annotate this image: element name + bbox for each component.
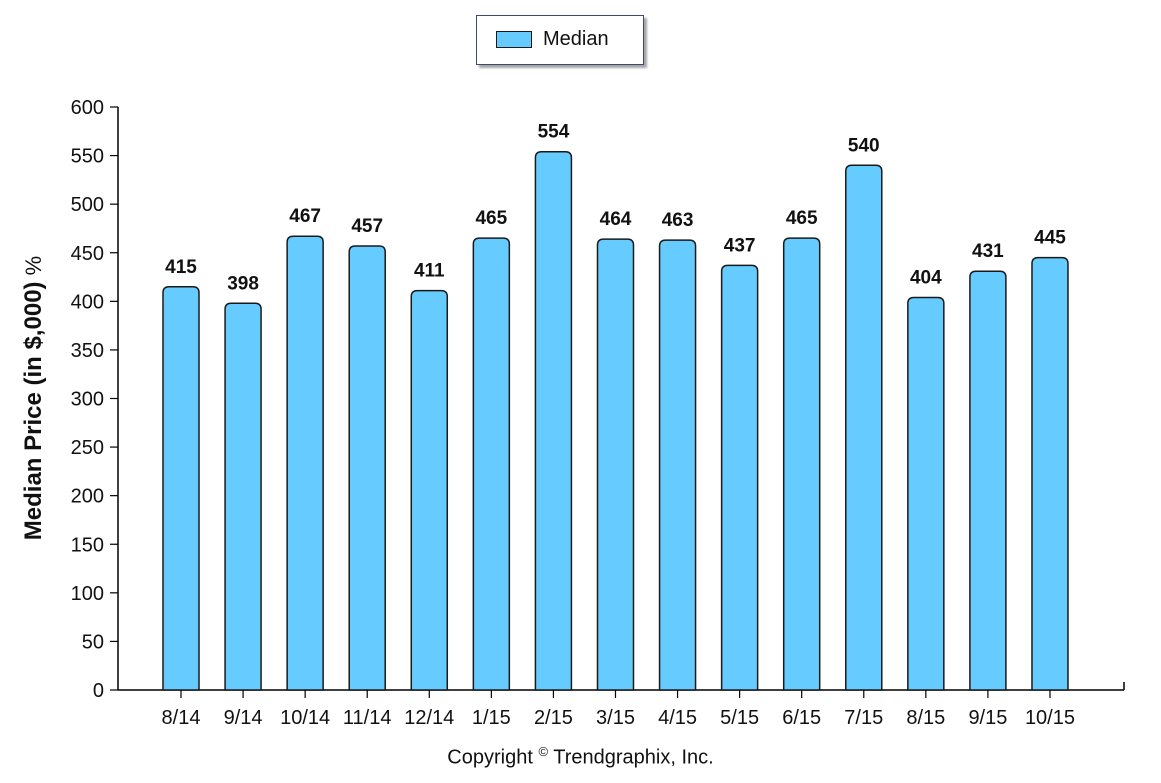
x-tick-label-9/14: 9/14 [224,707,263,729]
x-tick-label-12/14: 12/14 [404,707,454,729]
bar-9/15 [969,270,1007,691]
data-label-2/15: 554 [538,122,570,143]
bar-3/15 [596,238,635,691]
y-axis-label-suffix: % [21,255,46,276]
bar-8/15 [907,296,945,691]
x-tick-label-9/15: 9/15 [968,707,1007,729]
data-label-9/14: 398 [227,273,259,294]
copyright-owner: Trendgraphix, Inc. [553,746,714,769]
data-label-3/15: 464 [600,209,632,230]
x-tick-label-8/14: 8/14 [162,707,201,729]
bar-5/15 [720,264,759,691]
y-tick-label-500: 500 [71,194,104,216]
y-tick-label-550: 550 [71,146,104,168]
bar-8/14 [162,286,200,691]
bar-2/15 [534,150,573,691]
y-tick-label-600: 600 [71,97,104,119]
y-tick-label-100: 100 [71,583,104,605]
data-label-12/14: 411 [414,261,445,282]
data-label-5/15: 437 [724,235,756,256]
bar-4/15 [658,239,697,691]
y-tick-label-0: 0 [93,680,104,702]
bar-6/15 [782,237,821,691]
y-tick-label-200: 200 [71,486,104,508]
data-label-9/15: 431 [972,241,1004,262]
data-label-6/15: 465 [786,208,818,229]
y-tick-label-300: 300 [71,389,104,411]
x-tick-label-4/15: 4/15 [658,707,697,729]
data-label-10/14: 467 [289,206,321,227]
legend-swatch-median [496,31,532,48]
x-tick-label-10/14: 10/14 [280,707,330,729]
x-tick-label-3/15: 3/15 [596,707,635,729]
bar-11/14 [348,245,386,691]
x-tick-label-8/15: 8/15 [906,707,945,729]
data-label-1/15: 465 [475,208,507,229]
x-tick-label-10/15: 10/15 [1025,707,1075,729]
y-tick-label-450: 450 [71,243,104,265]
bar-1/15 [472,237,511,691]
y-tick-label-150: 150 [71,534,104,556]
x-tick-label-6/15: 6/15 [782,707,821,729]
bar-10/15 [1031,256,1069,691]
bar-9/14 [224,302,262,691]
y-axis-label-main: Median Price (in $,000) [20,281,47,541]
bar-7/15 [845,164,883,691]
data-label-7/15: 540 [848,135,880,156]
data-label-8/14: 415 [165,257,197,278]
x-tick-label-5/15: 5/15 [720,707,759,729]
data-label-11/14: 457 [351,216,383,237]
legend: Median [476,15,644,65]
copyright-prefix: Copyright [447,746,533,769]
x-tick-label-2/15: 2/15 [534,707,573,729]
data-label-8/15: 404 [910,267,942,288]
y-tick-label-250: 250 [71,437,104,459]
legend-label-median: Median [543,28,609,50]
x-tick-label-7/15: 7/15 [844,707,883,729]
data-label-4/15: 463 [662,210,694,231]
copyright-notice: Copyright © Trendgraphix, Inc. [0,744,1161,770]
y-tick-label-350: 350 [71,340,104,362]
y-tick-label-50: 50 [82,631,104,653]
x-tick-label-1/15: 1/15 [472,707,511,729]
y-tick-label-400: 400 [71,291,104,313]
data-label-10/15: 445 [1034,228,1066,249]
bar-10/14 [286,235,324,691]
copyright-symbol: © [538,744,549,759]
bar-12/14 [410,289,449,691]
x-tick-label-11/14: 11/14 [343,707,392,729]
